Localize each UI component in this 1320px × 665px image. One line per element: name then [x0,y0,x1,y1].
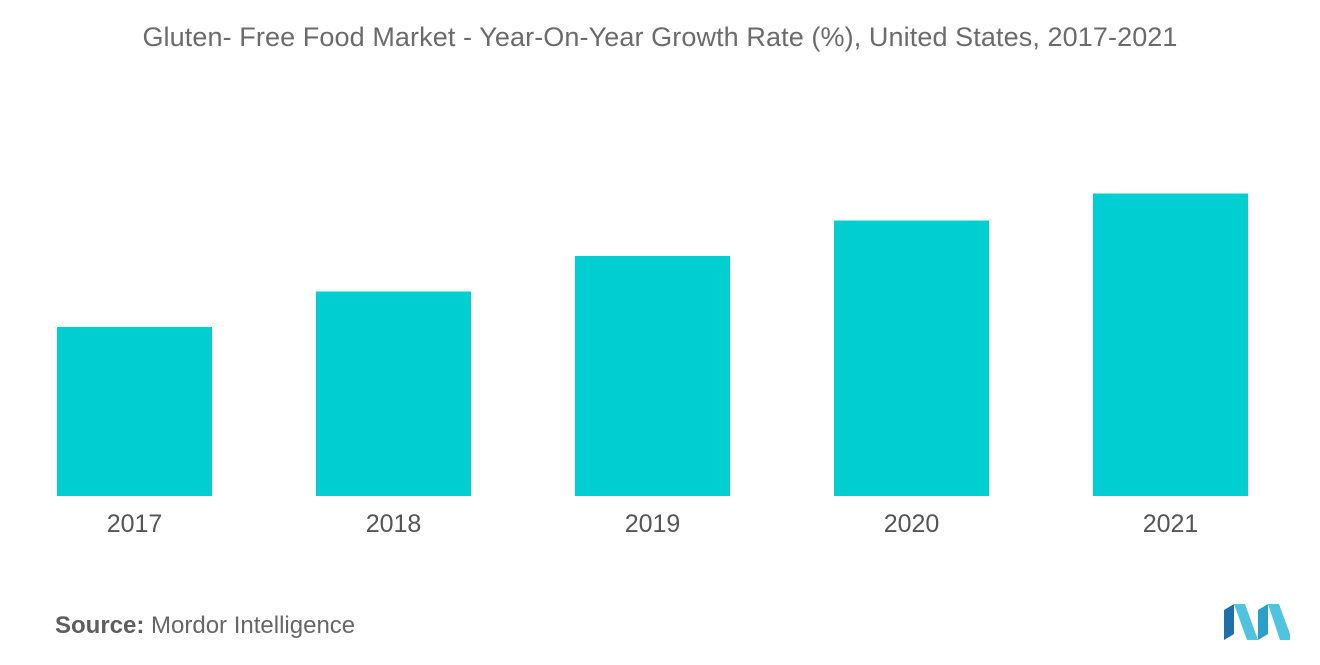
x-axis-ticks: 2017 2018 2019 2020 2021 [107,510,1199,538]
bar-2019 [575,256,730,496]
x-tick-label-2021: 2021 [1143,510,1199,538]
x-tick-label-2017: 2017 [107,510,163,538]
bar-2020 [834,220,989,496]
source-name: Mordor Intelligence [151,612,356,639]
mordor-intelligence-logo-icon [1224,604,1290,640]
bar-2017 [57,327,212,496]
x-tick-label-2018: 2018 [366,510,422,538]
source-label: Source: [55,612,145,639]
source-line: Source: Mordor Intelligence [55,612,355,640]
chart-title: Gluten- Free Food Market - Year-On-Year … [142,22,1178,52]
x-tick-label-2020: 2020 [884,510,940,538]
bars-group [57,193,1248,497]
x-tick-label-2019: 2019 [625,510,681,538]
bar-2021 [1093,193,1248,497]
bar-2018 [316,291,471,496]
